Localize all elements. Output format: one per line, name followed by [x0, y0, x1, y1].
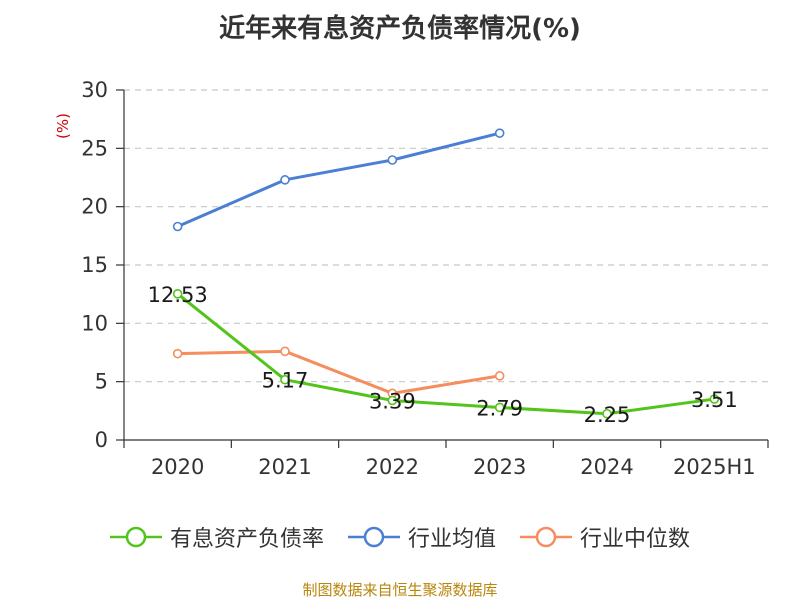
data-point — [602, 408, 612, 419]
data-label: 3.51 — [691, 388, 738, 412]
chart-title: 近年来有息资产负债率情况(%) — [219, 14, 581, 44]
series-line — [177, 349, 500, 395]
data-point — [280, 346, 290, 357]
y-tick-label: 20 — [81, 195, 108, 219]
legend-label: 行业均值 — [407, 527, 496, 552]
data-label: 2.79 — [476, 396, 523, 420]
legend-label: 行业中位数 — [580, 527, 691, 552]
y-tick-label: 10 — [81, 311, 108, 335]
y-tick-label: 15 — [81, 253, 108, 277]
series-lines — [172, 128, 720, 419]
legend-label: 有息资产负债率 — [169, 527, 324, 552]
data-label: 12.53 — [148, 283, 208, 307]
data-point — [494, 371, 505, 381]
data-point — [280, 374, 290, 385]
data-point — [709, 394, 720, 404]
legend-item[interactable]: 行业均值 — [347, 521, 496, 553]
legend-item[interactable]: 有息资产负债率 — [109, 521, 324, 553]
x-tick-label: 2024 — [580, 455, 633, 479]
data-point — [387, 155, 398, 165]
y-tick-label: 0 — [95, 428, 108, 452]
legend-item[interactable]: 行业中位数 — [520, 521, 690, 553]
data-label: 5.17 — [262, 369, 309, 393]
x-tick-label: 2025H1 — [673, 455, 756, 479]
legend-marker-icon — [109, 526, 162, 548]
data-point — [280, 175, 290, 185]
y-axis-label: (%) — [54, 113, 72, 139]
y-tick-label: 25 — [81, 136, 108, 160]
x-tick-label: 2022 — [366, 455, 419, 479]
data-point — [172, 221, 183, 232]
data-point — [494, 402, 505, 413]
axes: 0 5 10 15 20 25 30 2020 2021 2022 2023 2024 2025H1 — [81, 78, 769, 479]
y-tick-label: 30 — [81, 78, 108, 102]
x-tick-label: 2020 — [151, 455, 204, 479]
data-point — [172, 348, 183, 359]
x-tick-label: 2021 — [258, 455, 311, 479]
data-point — [172, 289, 183, 299]
grid-lines — [124, 89, 768, 383]
y-tick-label: 5 — [95, 370, 108, 394]
x-tick-label: 2023 — [473, 455, 526, 479]
legend-marker-icon — [520, 526, 572, 548]
series-line — [176, 292, 715, 416]
legend: 有息资产负债率 行业均值 行业中位数 — [0, 520, 800, 554]
series-line — [177, 131, 501, 228]
data-label: 3.39 — [369, 389, 416, 413]
source-note: 制图数据来自恒生聚源数据库 — [302, 581, 498, 599]
data-point — [494, 128, 505, 138]
data-labels: 12.53 5.17 3.39 2.79 2.25 3.51 — [148, 283, 738, 427]
data-point — [387, 395, 398, 406]
legend-marker-icon — [347, 526, 400, 548]
data-label: 2.25 — [584, 403, 631, 427]
